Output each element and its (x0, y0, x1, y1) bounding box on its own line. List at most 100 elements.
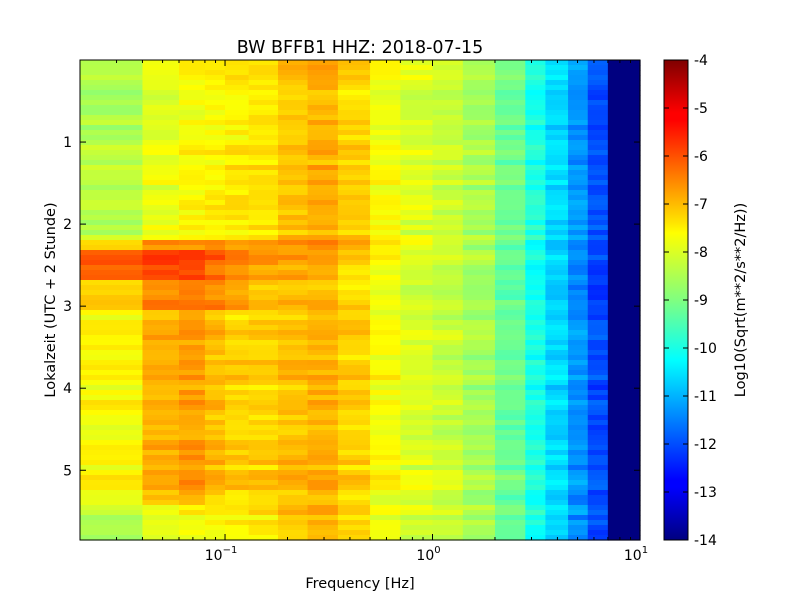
heatmap-cell (204, 285, 226, 291)
heatmap-cell (80, 405, 144, 411)
heatmap-cell (462, 215, 496, 221)
heatmap-cell (225, 140, 250, 146)
heatmap-cell (277, 300, 309, 306)
heatmap-cell (337, 460, 371, 466)
heatmap-cell (277, 305, 309, 311)
heatmap-cell (204, 305, 226, 311)
heatmap-cell (462, 360, 496, 366)
heatmap-cell (587, 380, 609, 386)
heatmap-cell (225, 480, 250, 486)
heatmap-cell (80, 520, 144, 526)
heatmap-cell (337, 320, 371, 326)
heatmap-cell (400, 135, 434, 141)
heatmap-cell (337, 75, 371, 81)
heatmap-cell (225, 255, 250, 261)
heatmap-cell (525, 145, 546, 151)
heatmap-cell (225, 130, 250, 136)
heatmap-cell (568, 360, 589, 366)
heatmap-cell (80, 105, 144, 111)
heatmap-cell (462, 530, 496, 536)
heatmap-cell (307, 160, 339, 166)
heatmap-cell (277, 210, 309, 216)
heatmap-cell (277, 465, 309, 471)
heatmap-cell (432, 445, 464, 451)
heatmap-cell (179, 145, 206, 151)
heatmap-cell (142, 195, 180, 201)
heatmap-cell (587, 475, 609, 481)
heatmap-cell (400, 95, 434, 101)
heatmap-cell (277, 340, 309, 346)
heatmap-cell (248, 205, 279, 211)
heatmap-cell (400, 385, 434, 391)
heatmap-cell (142, 315, 180, 321)
heatmap-cell (370, 140, 401, 146)
heatmap-cell (400, 85, 434, 91)
heatmap-cell (587, 130, 609, 136)
heatmap-cell (494, 290, 526, 296)
heatmap-cell (432, 160, 464, 166)
heatmap-cell (307, 355, 339, 361)
heatmap-cell (179, 70, 206, 76)
heatmap-cells (80, 60, 641, 541)
heatmap-cell (545, 380, 569, 386)
heatmap-cell (545, 440, 569, 446)
colorbar-tick-label: -4 (694, 53, 708, 69)
heatmap-cell (225, 380, 250, 386)
heatmap-cell (179, 110, 206, 116)
heatmap-cell (80, 225, 144, 231)
heatmap-cell (568, 75, 589, 81)
heatmap-cell (607, 185, 641, 191)
heatmap-cell (432, 355, 464, 361)
heatmap-cell (142, 480, 180, 486)
heatmap-cell (142, 415, 180, 421)
heatmap-cell (80, 185, 144, 191)
heatmap-cell (494, 305, 526, 311)
heatmap-cell (248, 100, 279, 106)
heatmap-cell (432, 295, 464, 301)
heatmap-cell (204, 225, 226, 231)
heatmap-cell (204, 110, 226, 116)
heatmap-cell (607, 225, 641, 231)
heatmap-cell (432, 320, 464, 326)
heatmap-cell (179, 190, 206, 196)
heatmap-cell (179, 85, 206, 91)
heatmap-cell (462, 60, 496, 66)
heatmap-cell (525, 515, 546, 521)
heatmap-cell (545, 465, 569, 471)
heatmap-cell (370, 435, 401, 441)
heatmap-cell (370, 80, 401, 86)
heatmap-cell (494, 195, 526, 201)
heatmap-cell (80, 435, 144, 441)
heatmap-cell (432, 95, 464, 101)
heatmap-cell (179, 175, 206, 181)
heatmap-cell (494, 75, 526, 81)
heatmap-cell (204, 220, 226, 226)
heatmap-cell (432, 140, 464, 146)
heatmap-cell (545, 90, 569, 96)
heatmap-cell (225, 295, 250, 301)
heatmap-cell (248, 320, 279, 326)
heatmap-cell (494, 245, 526, 251)
heatmap-cell (607, 95, 641, 101)
heatmap-cell (248, 235, 279, 241)
heatmap-cell (545, 80, 569, 86)
heatmap-cell (80, 280, 144, 286)
heatmap-cell (607, 310, 641, 316)
heatmap-cell (525, 190, 546, 196)
heatmap-cell (568, 70, 589, 76)
heatmap-cell (607, 175, 641, 181)
heatmap-cell (337, 60, 371, 66)
heatmap-cell (462, 230, 496, 236)
heatmap-cell (525, 100, 546, 106)
heatmap-cell (432, 235, 464, 241)
heatmap-cell (277, 185, 309, 191)
heatmap-cell (337, 405, 371, 411)
heatmap-cell (307, 295, 339, 301)
heatmap-cell (545, 430, 569, 436)
heatmap-cell (248, 210, 279, 216)
colorbar-tick-label: -5 (694, 101, 708, 117)
heatmap-cell (587, 330, 609, 336)
heatmap-cell (432, 100, 464, 106)
heatmap-cell (545, 385, 569, 391)
heatmap-cell (142, 225, 180, 231)
